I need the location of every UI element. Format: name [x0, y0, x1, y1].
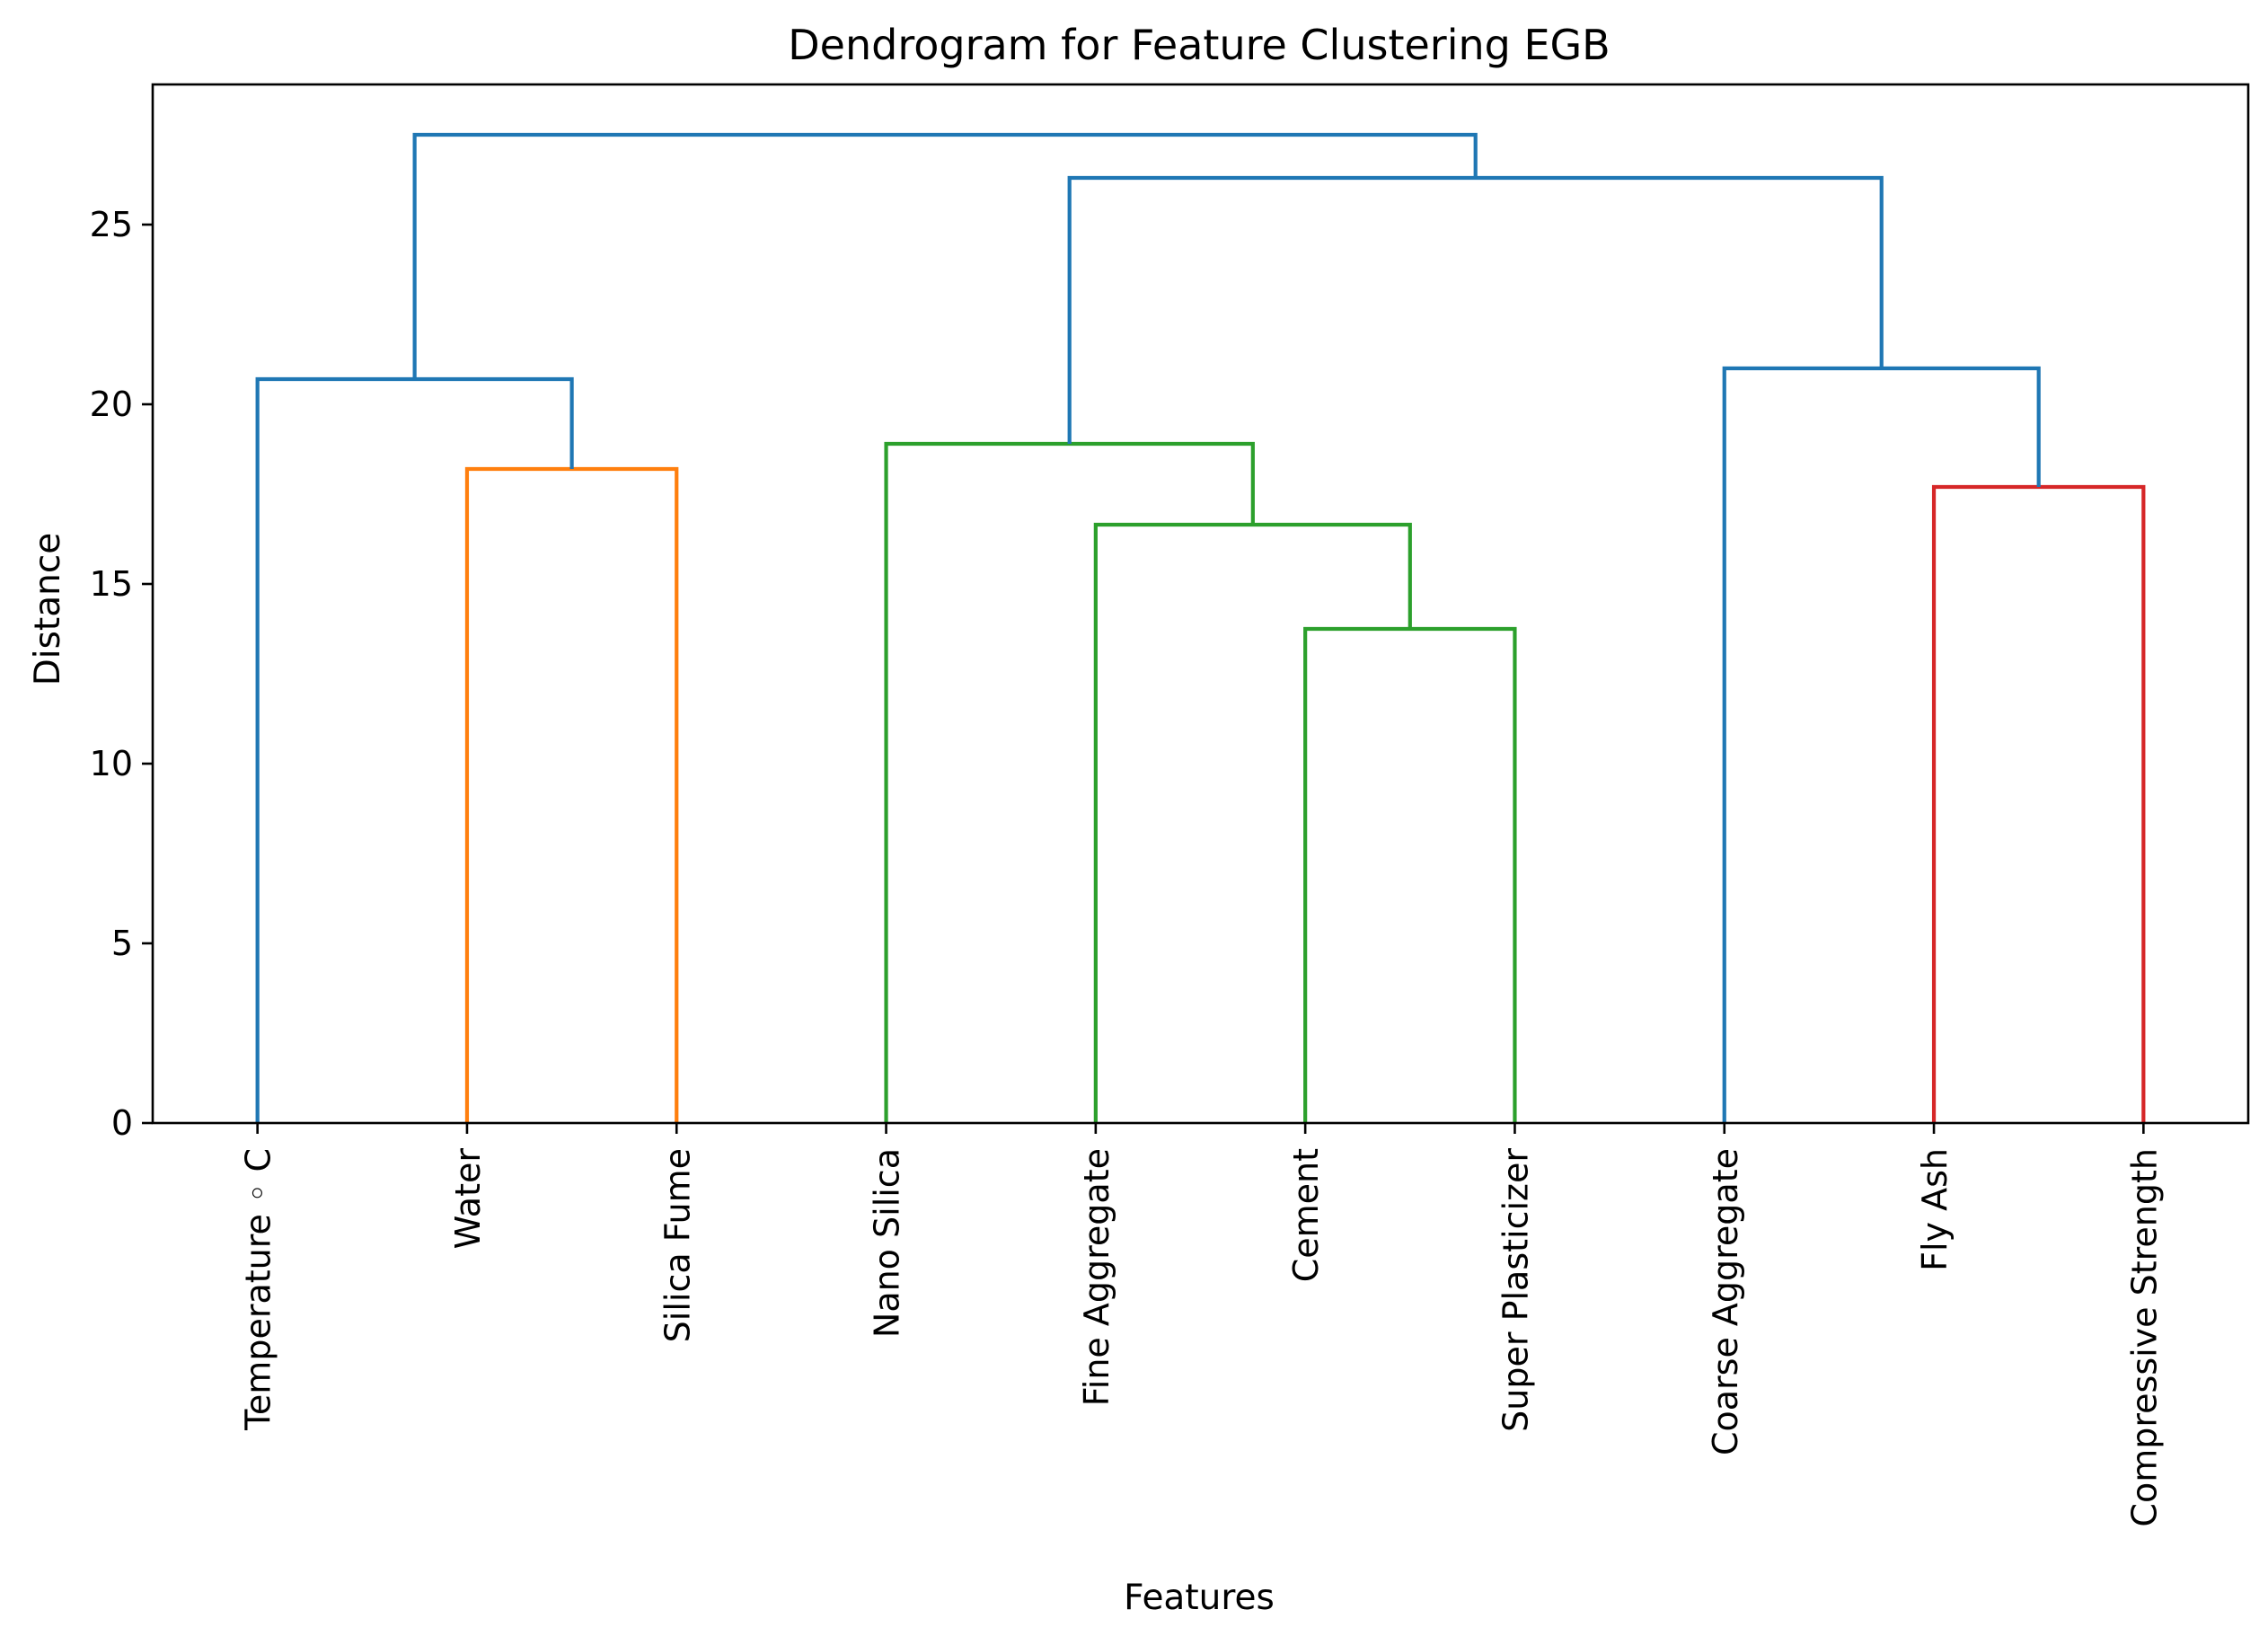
- y-tick-label: 20: [90, 385, 133, 424]
- leaf-label: Super Plasticizer: [1496, 1148, 1535, 1432]
- leaf-label: Cement: [1286, 1148, 1326, 1282]
- leaf-labels: Temperature ◦ C Water Silica Fume Nano Sili…: [239, 1123, 2164, 1527]
- y-tick-label: 25: [90, 205, 133, 244]
- y-axis-ticks: 0 5 10 15 20 25: [90, 205, 153, 1143]
- leaf-label: Compressive Strength: [2124, 1148, 2164, 1527]
- leaf-label: Silica Fume: [657, 1148, 697, 1342]
- y-tick-label: 0: [111, 1103, 133, 1143]
- dendrogram-link-6: [1722, 366, 2041, 1123]
- leaf-label: Temperature ◦ C: [239, 1148, 278, 1431]
- dendrogram-links: [255, 132, 2146, 1123]
- chart-title: Dendrogram for Feature Clustering EGB: [788, 21, 1610, 69]
- leaf-label: Coarse Aggregate: [1706, 1148, 1745, 1455]
- y-tick-label: 15: [90, 564, 133, 604]
- y-tick-label: 10: [90, 744, 133, 783]
- x-axis-label: Features: [1124, 1578, 1275, 1618]
- y-tick-label: 5: [111, 924, 133, 963]
- leaf-label: Fine Aggregate: [1077, 1148, 1116, 1406]
- leaf-label: Fly Ash: [1915, 1148, 1955, 1271]
- dendrogram-link-2: [1303, 626, 1517, 1123]
- dendrogram-link-8: [412, 132, 1478, 379]
- dendrogram-link-1: [255, 376, 574, 1123]
- dendrogram-link-3: [1093, 522, 1412, 1123]
- dendrogram-link-4: [884, 441, 1255, 1123]
- dendrogram-link-7: [1067, 175, 1884, 444]
- plot-frame: [151, 83, 2250, 1125]
- leaf-label: Water: [448, 1148, 488, 1250]
- y-axis-label: Distance: [28, 533, 68, 686]
- leaf-label: Nano Silica: [868, 1148, 907, 1338]
- dendrogram-link-0: [464, 466, 679, 1123]
- dendrogram-link-5: [1931, 484, 2146, 1123]
